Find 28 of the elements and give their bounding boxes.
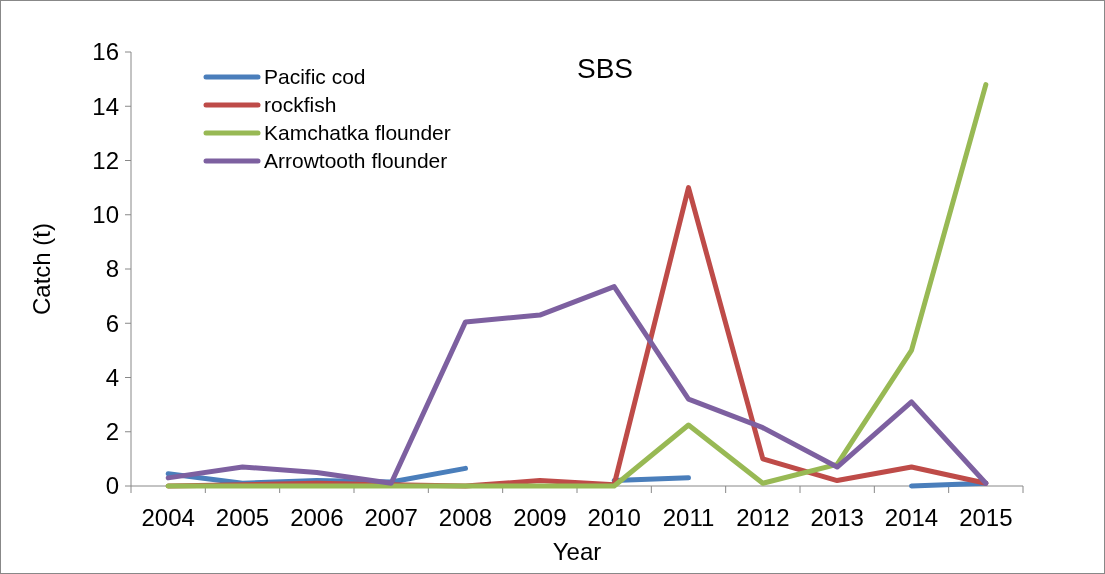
x-tick-label: 2013 — [810, 504, 864, 531]
y-tick-label: 14 — [92, 92, 119, 120]
x-tick-label: 2007 — [364, 504, 418, 531]
legend-label: Kamchatka flounder — [264, 121, 451, 145]
chart-title: SBS — [576, 53, 634, 84]
y-axis-title: Catch (t) — [28, 222, 55, 316]
x-tick-label: 2010 — [587, 504, 641, 531]
x-tick-label: 2012 — [736, 504, 790, 531]
x-tick-label: 2009 — [513, 504, 567, 531]
legend-label: Arrowtooth flounder — [264, 149, 448, 173]
y-tick-label: 0 — [105, 472, 119, 500]
y-tick-label: 12 — [92, 146, 119, 174]
x-tick-label: 2015 — [959, 504, 1013, 531]
y-tick-label: 4 — [105, 363, 119, 391]
legend-label: Pacific cod — [264, 65, 366, 89]
y-tick-label: 10 — [92, 201, 119, 229]
x-tick-label: 2006 — [290, 504, 344, 531]
x-tick-label: 2011 — [662, 504, 715, 531]
y-tick-label: 8 — [105, 255, 119, 283]
x-axis-title: Year — [552, 538, 602, 565]
x-tick-label: 2008 — [438, 504, 493, 531]
x-tick-label: 2004 — [141, 504, 195, 531]
legend-label: rockfish — [264, 93, 337, 117]
y-tick-label: 16 — [92, 38, 119, 66]
y-tick-label: 2 — [105, 418, 119, 446]
y-tick-label: 6 — [105, 309, 119, 337]
x-tick-label: 2005 — [215, 504, 270, 531]
x-tick-label: 2014 — [884, 504, 939, 531]
